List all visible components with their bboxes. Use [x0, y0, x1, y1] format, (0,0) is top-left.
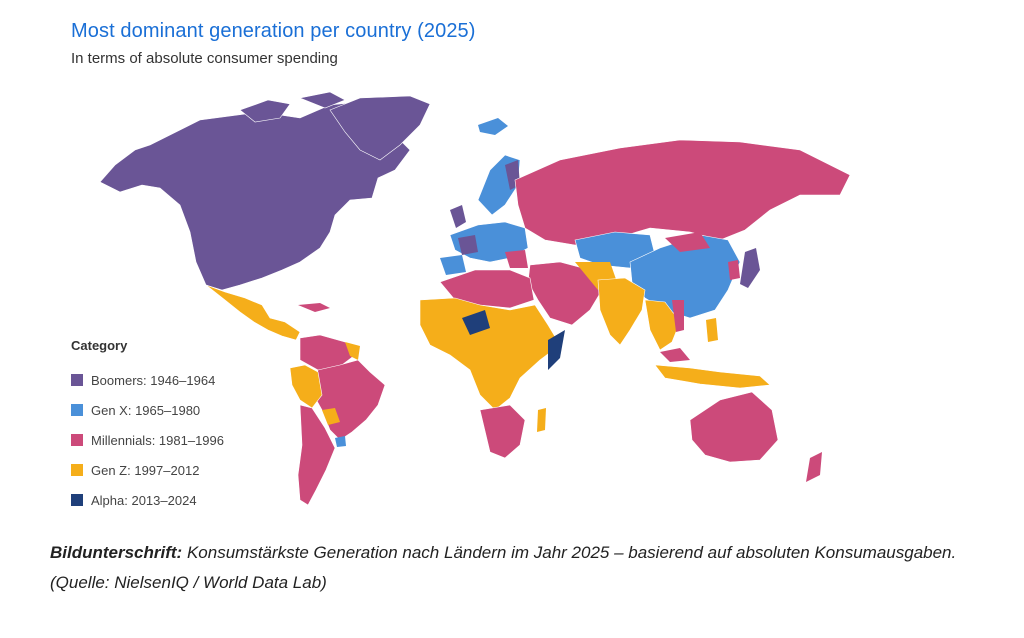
legend-swatch — [71, 494, 83, 506]
legend-label: Boomers: 1946–1964 — [91, 372, 216, 388]
region-indonesia — [654, 364, 771, 389]
region-malaysia — [660, 348, 690, 362]
legend-label: Millennials: 1981–1996 — [91, 432, 224, 448]
region-madagascar — [537, 408, 546, 432]
region-australia — [689, 391, 779, 463]
legend-label: Gen X: 1965–1980 — [91, 402, 201, 418]
region-new-zealand — [806, 452, 822, 482]
region-southern-africa — [479, 404, 526, 459]
legend-item-boomers: Boomers: 1946–1964 — [71, 365, 224, 395]
region-middle-east — [527, 261, 603, 326]
legend: Category Boomers: 1946–1964 Gen X: 1965–… — [71, 338, 224, 515]
region-niger — [462, 310, 490, 335]
map-title: Most dominant generation per country (20… — [71, 20, 476, 42]
caption-text: Konsumstärkste Generation nach Ländern i… — [50, 543, 957, 592]
region-uruguay — [335, 436, 346, 447]
region-paraguay — [322, 408, 340, 425]
legend-swatch — [71, 464, 83, 476]
region-peru-bolivia — [289, 364, 323, 409]
region-colombia-venezuela — [299, 334, 356, 371]
region-balkans — [505, 250, 528, 268]
region-mongolia — [665, 232, 710, 252]
legend-item-alpha: Alpha: 2013–2024 — [71, 485, 224, 515]
region-argentina-chile — [297, 404, 336, 506]
region-japan — [740, 248, 760, 288]
region-vietnam — [672, 300, 684, 332]
legend-label: Alpha: 2013–2024 — [91, 492, 197, 508]
region-greenland — [329, 95, 431, 161]
legend-swatch — [71, 434, 83, 446]
region-uk — [450, 205, 466, 228]
figure-caption: Bildunterschrift: Konsumstärkste Generat… — [50, 538, 1010, 598]
region-canada-arctic — [239, 91, 346, 123]
region-somalia — [548, 330, 565, 370]
region-southeast-asia — [644, 299, 681, 351]
region-iberia — [440, 255, 466, 275]
region-guianas — [345, 342, 360, 360]
region-korea — [728, 260, 740, 280]
region-india — [597, 277, 646, 346]
region-mexico — [205, 284, 301, 341]
region-france — [458, 235, 478, 255]
region-caribbean — [298, 303, 330, 312]
caption-label: Bildunterschrift: — [50, 543, 183, 562]
map-subtitle: In terms of absolute consumer spending — [71, 50, 338, 67]
region-sahel-west-africa — [419, 297, 561, 411]
legend-swatch — [71, 374, 83, 386]
legend-title: Category — [71, 338, 128, 353]
legend-item-millennials: Millennials: 1981–1996 — [71, 425, 224, 455]
region-philippines — [706, 318, 718, 342]
legend-label: Gen Z: 1997–2012 — [91, 462, 200, 478]
legend-item-gen-x: Gen X: 1965–1980 — [71, 395, 224, 425]
legend-item-gen-z: Gen Z: 1997–2012 — [71, 455, 224, 485]
region-russia — [514, 139, 851, 246]
region-iceland — [478, 118, 508, 135]
legend-swatch — [71, 404, 83, 416]
